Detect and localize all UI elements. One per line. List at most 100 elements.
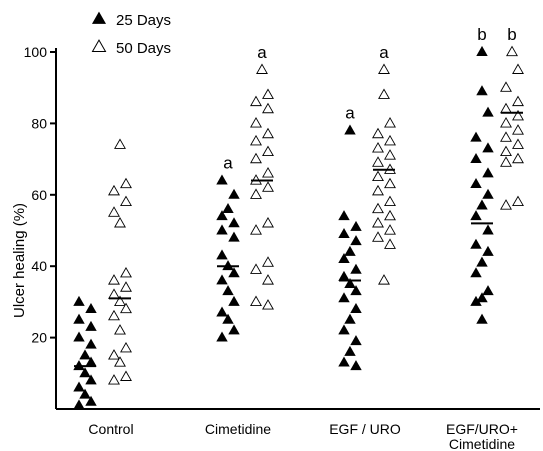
point-25-days (344, 345, 356, 356)
point-25-days (470, 238, 482, 249)
x-category-label: EGF / URO (329, 421, 401, 437)
point-50-days (262, 127, 274, 139)
point-25-days (338, 324, 350, 335)
significance-letter: b (477, 25, 486, 44)
point-50-days (512, 152, 524, 164)
legend-open-triangle-icon (91, 39, 107, 53)
point-25-days (228, 295, 240, 306)
point-25-days (73, 399, 85, 410)
point-50-days (108, 288, 120, 299)
point-25-days (79, 388, 91, 399)
y-tick-label: 80 (31, 115, 47, 131)
significance-letter: b (507, 25, 516, 44)
point-25-days (73, 381, 85, 392)
point-25-days (344, 277, 356, 288)
point-50-days (512, 195, 524, 207)
point-50-days (378, 63, 390, 74)
point-25-days (338, 252, 350, 264)
point-25-days (482, 188, 494, 199)
point-50-days (262, 102, 274, 114)
point-25-days (344, 124, 356, 135)
point-50-days (250, 95, 262, 107)
point-50-days (250, 152, 262, 164)
point-50-days (262, 145, 274, 157)
point-50-days (114, 295, 126, 306)
point-50-days (120, 302, 132, 314)
point-25-days (350, 302, 362, 313)
data-points (73, 45, 524, 410)
point-50-days (500, 156, 512, 167)
point-25-days (79, 349, 91, 360)
point-25-days (222, 203, 234, 214)
point-25-days (350, 360, 362, 371)
point-50-days (372, 156, 384, 167)
significance-letter: a (345, 104, 355, 123)
legend-label: 25 Days (116, 12, 171, 29)
point-25-days (338, 356, 350, 367)
point-25-days (470, 267, 482, 278)
significance-annotations: a a a a b b (223, 25, 516, 173)
point-50-days (512, 124, 524, 135)
point-50-days (378, 274, 390, 285)
x-category-label: Cimetidine (205, 421, 271, 437)
point-50-days (384, 209, 396, 221)
point-50-days (262, 216, 274, 228)
point-50-days (384, 177, 396, 189)
point-50-days (120, 177, 132, 189)
point-50-days (250, 188, 262, 199)
point-25-days (476, 85, 488, 96)
point-25-days (350, 285, 362, 296)
point-50-days (500, 199, 512, 210)
point-50-days (384, 149, 396, 160)
point-25-days (482, 167, 494, 178)
point-50-days (262, 167, 274, 178)
legend-filled-triangle-icon (91, 11, 107, 24)
point-25-days (73, 313, 85, 324)
point-50-days (108, 206, 120, 217)
point-50-days (384, 195, 396, 207)
point-50-days (384, 117, 396, 128)
point-25-days (228, 267, 240, 278)
point-50-days (384, 224, 396, 235)
point-25-days (228, 231, 240, 242)
point-50-days (512, 109, 524, 121)
point-25-days (350, 220, 362, 231)
point-25-days (476, 199, 488, 210)
point-50-days (506, 45, 518, 57)
point-25-days (470, 295, 482, 306)
y-tick-label: 20 (31, 330, 47, 346)
point-25-days (476, 313, 488, 324)
point-25-days (216, 274, 228, 285)
point-25-days (228, 324, 240, 335)
point-25-days (482, 224, 494, 235)
point-25-days (216, 224, 228, 235)
point-25-days (228, 188, 240, 199)
point-25-days (216, 331, 228, 342)
point-50-days (512, 138, 524, 149)
point-50-days (512, 95, 524, 107)
point-50-days (262, 181, 274, 192)
point-50-days (120, 281, 132, 292)
point-50-days (372, 170, 384, 182)
point-25-days (476, 45, 488, 56)
point-25-days (222, 285, 234, 296)
x-category-label: Control (88, 421, 133, 437)
point-50-days (114, 324, 126, 335)
point-50-days (250, 295, 262, 306)
point-25-days (338, 228, 350, 239)
point-50-days (108, 274, 120, 285)
point-25-days (350, 235, 362, 246)
point-50-days (512, 63, 524, 74)
point-50-days (500, 81, 512, 92)
point-25-days (470, 210, 482, 221)
point-25-days (344, 245, 356, 256)
point-50-days (372, 231, 384, 242)
point-25-days (482, 285, 494, 296)
point-50-days (372, 216, 384, 228)
point-50-days (262, 299, 274, 310)
point-50-days (372, 184, 384, 196)
point-25-days (476, 256, 488, 267)
point-25-days (216, 210, 228, 221)
point-50-days (250, 117, 262, 128)
point-50-days (372, 202, 384, 214)
